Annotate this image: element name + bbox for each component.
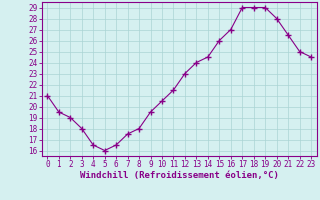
X-axis label: Windchill (Refroidissement éolien,°C): Windchill (Refroidissement éolien,°C) <box>80 171 279 180</box>
